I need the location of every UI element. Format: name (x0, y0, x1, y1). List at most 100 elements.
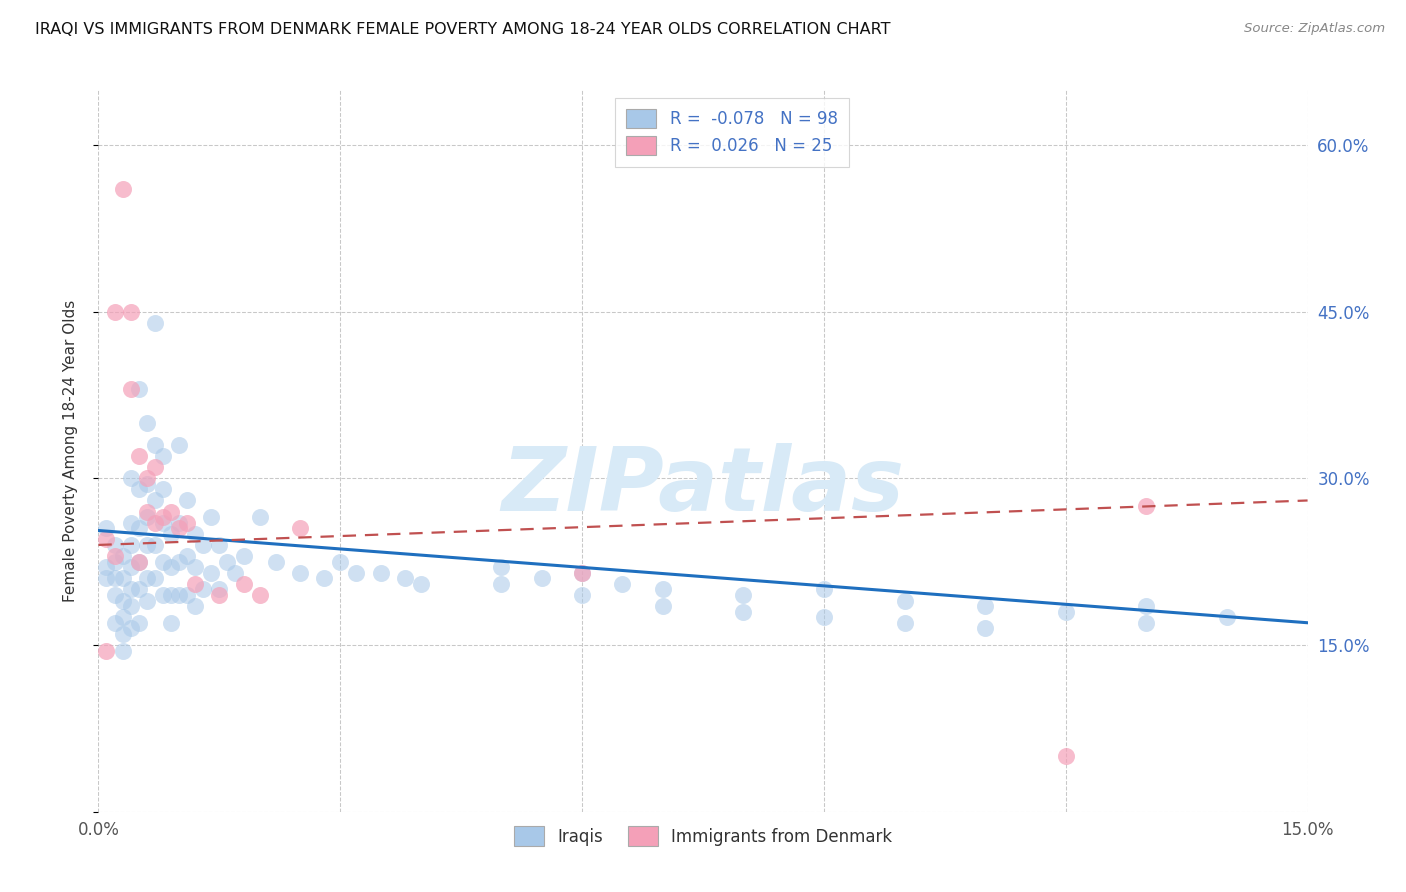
Point (135, 416, 157, 430)
Point (176, 516, 198, 530)
Point (128, 582, 150, 597)
Point (571, 566, 593, 580)
Point (152, 555, 174, 569)
Point (184, 577, 207, 591)
Point (409, 577, 432, 591)
Point (103, 571, 125, 585)
Point (135, 505, 157, 519)
Point (167, 555, 190, 569)
Point (96, 571, 118, 585)
Legend: Iraqis, Immigrants from Denmark: Iraqis, Immigrants from Denmark (505, 818, 901, 854)
Point (135, 510, 157, 524)
Point (208, 538, 231, 552)
Point (96, 560, 118, 574)
Point (143, 438, 166, 452)
Text: ZIPatlas: ZIPatlas (502, 443, 904, 530)
Point (120, 538, 142, 552)
Point (208, 582, 231, 597)
Point (143, 493, 166, 508)
Point (111, 593, 134, 607)
Point (370, 566, 392, 580)
Point (167, 588, 190, 602)
Point (160, 560, 183, 574)
Point (103, 304, 125, 318)
Point (143, 538, 166, 552)
Point (128, 555, 150, 569)
Point (152, 588, 174, 602)
Point (103, 588, 125, 602)
Point (167, 521, 190, 535)
Point (160, 505, 183, 519)
Text: Source: ZipAtlas.com: Source: ZipAtlas.com (1244, 22, 1385, 36)
Point (120, 304, 142, 318)
Point (120, 560, 142, 574)
Point (813, 582, 835, 597)
Point (651, 582, 673, 597)
Point (120, 621, 142, 635)
Point (288, 521, 311, 535)
Point (200, 566, 222, 580)
Point (120, 382, 142, 396)
Point (128, 555, 150, 569)
Point (184, 599, 207, 613)
Point (193, 582, 215, 597)
Point (974, 621, 997, 635)
Point (249, 510, 271, 524)
Point (1216, 610, 1239, 624)
Point (135, 471, 157, 485)
Point (167, 438, 190, 452)
Point (135, 538, 157, 552)
Point (1135, 499, 1157, 513)
Point (128, 615, 150, 630)
Point (120, 516, 142, 530)
Point (96, 533, 118, 547)
Point (264, 555, 287, 569)
Point (200, 510, 222, 524)
Text: IRAQI VS IMMIGRANTS FROM DENMARK FEMALE POVERTY AMONG 18-24 YEAR OLDS CORRELATIO: IRAQI VS IMMIGRANTS FROM DENMARK FEMALE … (35, 22, 890, 37)
Point (111, 549, 134, 563)
Point (128, 382, 150, 396)
Point (176, 493, 198, 508)
Point (571, 588, 593, 602)
Point (143, 571, 166, 585)
Point (612, 577, 634, 591)
Point (1135, 599, 1157, 613)
Point (733, 605, 755, 619)
Point (193, 538, 215, 552)
Point (813, 610, 835, 624)
Point (111, 627, 134, 641)
Point (143, 460, 166, 475)
Point (329, 555, 352, 569)
Point (128, 449, 150, 463)
Point (232, 549, 254, 563)
Point (1054, 749, 1077, 764)
Point (288, 566, 311, 580)
Point (111, 182, 134, 196)
Point (143, 316, 166, 330)
Point (152, 510, 174, 524)
Point (491, 577, 513, 591)
Point (160, 588, 183, 602)
Point (733, 588, 755, 602)
Point (530, 571, 553, 585)
Point (651, 599, 673, 613)
Point (152, 483, 174, 497)
Point (314, 571, 336, 585)
Point (143, 516, 166, 530)
Point (103, 555, 125, 569)
Point (111, 643, 134, 657)
Point (135, 571, 157, 585)
Point (128, 521, 150, 535)
Point (120, 582, 142, 597)
Point (1054, 605, 1077, 619)
Point (394, 571, 416, 585)
Point (103, 538, 125, 552)
Point (111, 571, 134, 585)
Point (128, 483, 150, 497)
Point (160, 526, 183, 541)
Point (103, 549, 125, 563)
Point (249, 588, 271, 602)
Point (974, 599, 997, 613)
Point (184, 526, 207, 541)
Point (232, 577, 254, 591)
